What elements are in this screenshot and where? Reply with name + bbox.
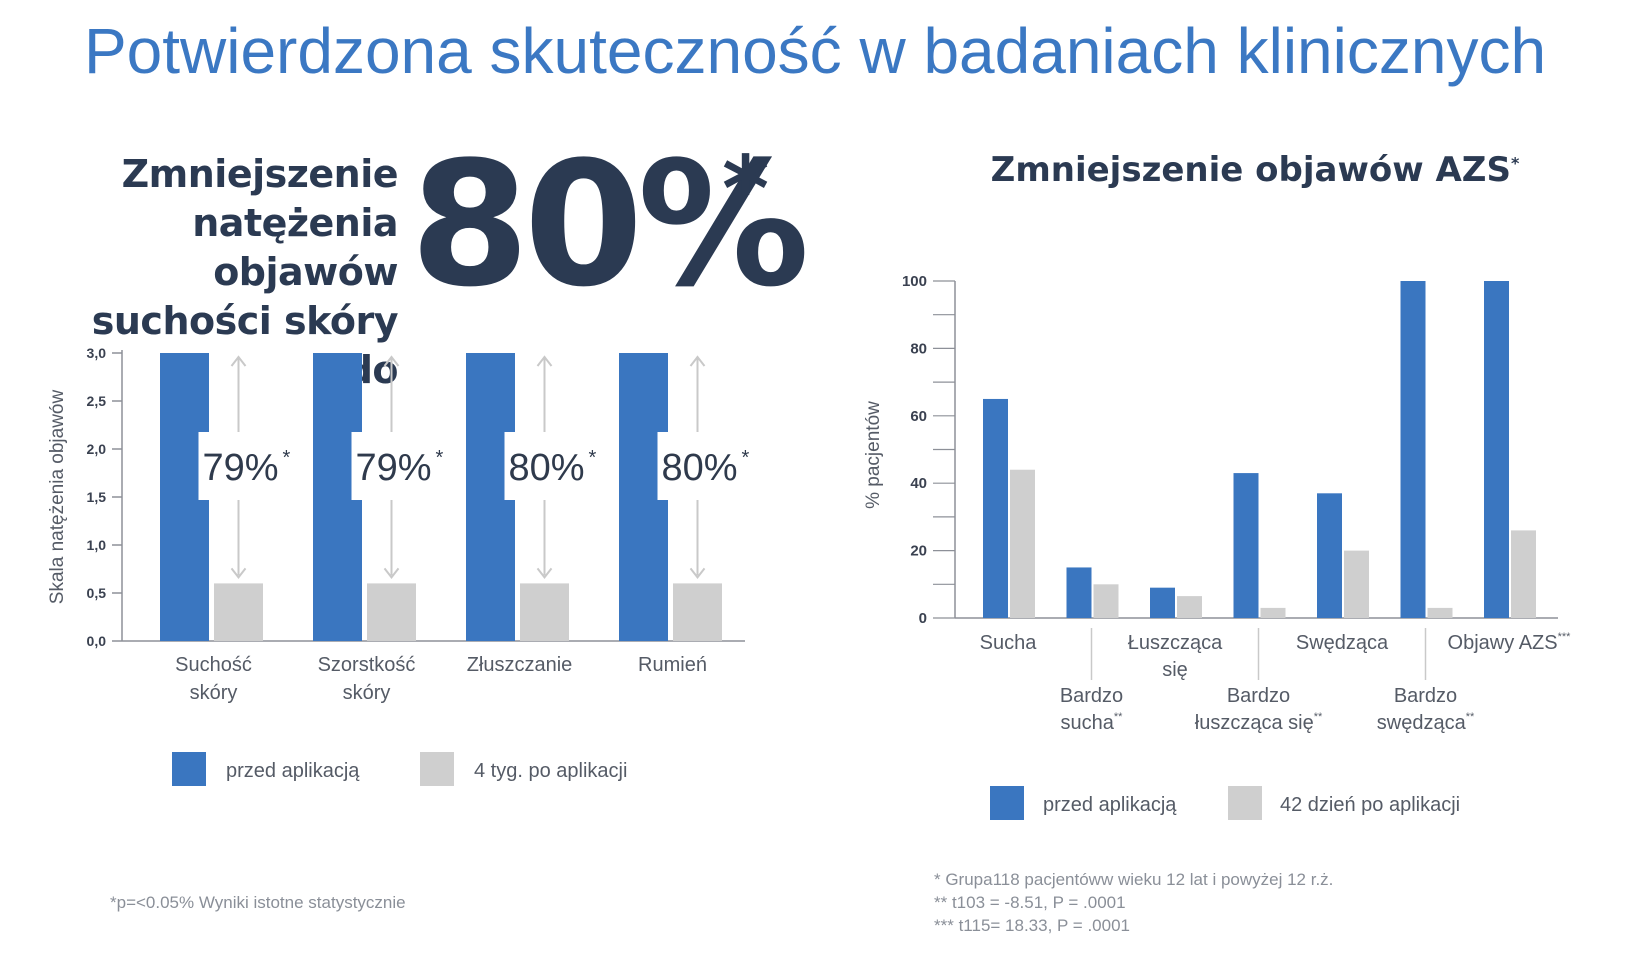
- reduction-percent-mark: *: [589, 447, 597, 469]
- legend-label-after: 42 dzień po aplikacji: [1280, 794, 1460, 816]
- footnote-line: ** t103 = -8.51, P = .0001: [934, 893, 1126, 912]
- bar-after: [1427, 607, 1453, 618]
- y-axis-label: Skala natężenia objawów: [47, 390, 68, 605]
- x-category-label: swędząca**: [1377, 711, 1475, 734]
- annotation-background: [504, 432, 589, 500]
- x-category-label: skóry: [190, 682, 238, 704]
- headline-text: Zmniejszenie natężenia objawów suchości …: [40, 150, 399, 395]
- bar-before: [983, 398, 1008, 618]
- bar-after: [1010, 469, 1035, 618]
- x-category-label: Złuszczanie: [467, 654, 573, 676]
- legend-swatch-before: [172, 752, 206, 786]
- y-tick-label: 0: [919, 610, 927, 627]
- arrow-down-icon: [383, 567, 400, 580]
- footnotes-right: * Grupa118 pacjentóww wieku 12 lat i pow…: [934, 868, 1333, 937]
- x-category-label: Swędząca: [1296, 632, 1389, 654]
- x-category-label: Bardzo: [1394, 685, 1457, 707]
- legend-swatch-after: [1228, 786, 1262, 820]
- x-category-label: Łuszcząca: [1128, 632, 1223, 654]
- y-tick-label: 1,0: [87, 537, 107, 553]
- arrow-up-icon: [536, 355, 553, 367]
- bar-before: [1066, 567, 1092, 618]
- reduction-percent-label: 79%: [202, 447, 278, 489]
- x-category-label: Rumień: [638, 654, 707, 676]
- category-mark: **: [1314, 711, 1323, 723]
- arrow-up-icon: [230, 355, 247, 367]
- arrow-down-icon: [230, 567, 247, 580]
- legend-swatch-after: [420, 752, 454, 786]
- reduction-percent-label: 79%: [355, 447, 431, 489]
- bar-after: [1344, 550, 1369, 618]
- x-category-label: Sucha: [980, 632, 1038, 654]
- legend-label-after: 4 tyg. po aplikacji: [474, 760, 627, 782]
- legend-label-before: przed aplikacją: [1043, 794, 1177, 816]
- y-tick-label: 0,0: [87, 633, 107, 649]
- annotation-background: [351, 432, 436, 500]
- y-tick-label: 3,0: [87, 345, 107, 361]
- reduction-percent-label: 80%: [508, 447, 584, 489]
- arrow-down-icon: [689, 567, 706, 580]
- bar-after: [520, 583, 569, 641]
- y-tick-label: 0,5: [87, 585, 107, 601]
- page-title: Potwierdzona skuteczność w badaniach kli…: [83, 15, 1547, 87]
- x-category-label: się: [1162, 659, 1188, 681]
- bar-before: [1400, 281, 1426, 618]
- headline-percentage: 80%: [410, 124, 810, 325]
- x-category-label: Bardzo: [1227, 685, 1290, 707]
- arrow-down-icon: [536, 567, 553, 580]
- headline-line: Zmniejszenie: [121, 152, 399, 196]
- chart2-title-text: Zmniejszenie objawów AZS: [990, 150, 1511, 190]
- arrow-up-icon: [689, 355, 706, 367]
- x-category-label: Bardzo: [1060, 685, 1123, 707]
- bar-before: [1233, 473, 1259, 618]
- y-tick-label: 40: [910, 475, 927, 492]
- bar-before: [1150, 587, 1175, 618]
- reduction-percent-label: 80%: [661, 447, 737, 489]
- category-mark: ***: [1558, 631, 1572, 643]
- y-tick-label: 2,0: [87, 441, 107, 457]
- annotation-background: [657, 432, 742, 500]
- category-mark: **: [1466, 711, 1475, 723]
- y-axis-label: % pacjentów: [863, 401, 884, 509]
- bar-after: [673, 583, 722, 641]
- bar-after: [214, 583, 263, 641]
- bar-before: [1317, 493, 1342, 618]
- category-mark: **: [1114, 711, 1123, 723]
- bar-before: [1484, 281, 1509, 618]
- x-category-label: Objawy AZS***: [1448, 631, 1572, 654]
- y-tick-label: 60: [910, 408, 927, 425]
- annotation-background: [198, 432, 283, 500]
- x-category-label: łuszcząca się**: [1195, 711, 1323, 734]
- y-tick-label: 80: [910, 340, 927, 357]
- y-tick-label: 2,5: [87, 393, 107, 409]
- reduction-percent-mark: *: [283, 447, 291, 469]
- footnote-line: * Grupa118 pacjentóww wieku 12 lat i pow…: [934, 870, 1334, 889]
- headline-line: natężenia objawów: [192, 201, 398, 294]
- x-category-label: skóry: [343, 682, 391, 704]
- bar-after: [1093, 584, 1119, 618]
- x-category-label: sucha**: [1061, 711, 1124, 734]
- footnote-line: *** t115= 18.33, P = .0001: [934, 916, 1130, 935]
- arrow-up-icon: [383, 355, 400, 367]
- legend-swatch-before: [990, 786, 1024, 820]
- y-tick-label: 100: [902, 273, 927, 290]
- footnote-left: *p=<0.05% Wyniki istotne statystycznie: [110, 893, 406, 912]
- x-category-label: Suchość: [175, 654, 252, 676]
- bar-after: [1177, 596, 1202, 618]
- y-tick-label: 1,5: [87, 489, 107, 505]
- reduction-percent-mark: *: [742, 447, 750, 469]
- headline-asterisk: *: [722, 137, 770, 242]
- x-category-label: Szorstkość: [318, 654, 416, 676]
- chart2-title: Zmniejszenie objawów AZS*: [975, 150, 1535, 190]
- bar-after: [1511, 530, 1536, 618]
- reduction-percent-mark: *: [436, 447, 444, 469]
- bar-after: [1260, 607, 1286, 618]
- y-tick-label: 20: [910, 543, 927, 560]
- headline-line: suchości skóry do: [91, 299, 399, 392]
- legend-label-before: przed aplikacją: [226, 760, 360, 782]
- chart2-title-mark: *: [1510, 153, 1520, 173]
- bar-after: [367, 583, 416, 641]
